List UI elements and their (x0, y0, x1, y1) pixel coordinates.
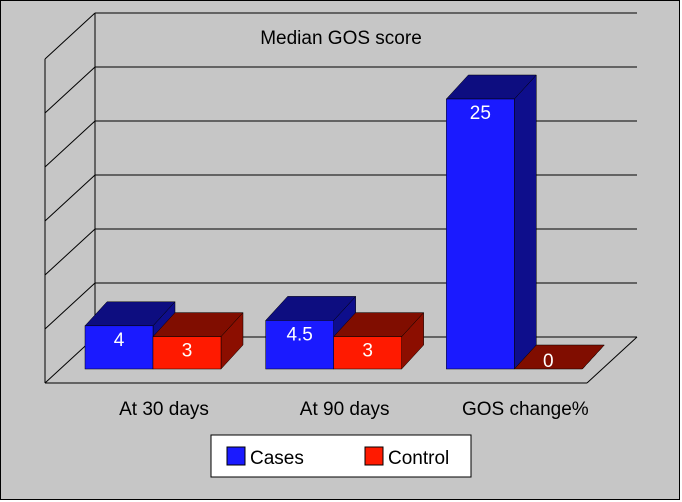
data-label-control-0: 3 (182, 341, 193, 362)
legend-swatch-cases (226, 446, 246, 466)
legend-label-control: Control (388, 448, 449, 469)
gridline-side (44, 228, 96, 276)
bar-front (265, 320, 334, 370)
bar-front (333, 336, 402, 370)
chart-title: Median GOS score (260, 28, 422, 49)
bar-control-0: 3 (152, 311, 244, 370)
floor-edge (586, 336, 638, 384)
gridline-side (44, 12, 96, 60)
data-label-cases-1: 4.5 (286, 324, 312, 345)
bar-top (513, 344, 605, 370)
category-label-1: At 90 days (300, 399, 390, 420)
bar-front (152, 336, 222, 370)
gridline-side (44, 66, 96, 114)
bar-control-1: 3 (333, 311, 425, 370)
gridline-side (44, 282, 96, 330)
legend-swatch-control (364, 446, 384, 466)
gridline-side (44, 120, 96, 168)
bar-control-2: 0 (513, 344, 605, 372)
data-label-cases-2: 25 (470, 103, 491, 124)
bars: 4 3 4.5 3 25 0 (84, 74, 605, 372)
data-label-cases-0: 4 (114, 330, 125, 351)
data-label-control-1: 3 (362, 341, 373, 362)
bar-front (84, 325, 154, 370)
legend-label-cases: Cases (250, 448, 304, 469)
category-label-0: At 30 days (119, 399, 209, 420)
legend-box (210, 434, 472, 478)
gridlines (44, 12, 638, 384)
legend: Cases Control (210, 434, 472, 478)
data-label-control-2: 0 (543, 351, 554, 372)
bar-front (446, 98, 515, 370)
gridline-side (44, 174, 96, 222)
bar-side (514, 74, 537, 370)
bar-cases-2: 25 (445, 74, 537, 370)
category-label-2: GOS change% (462, 399, 589, 420)
category-labels: At 30 days At 90 days GOS change% (119, 399, 589, 420)
